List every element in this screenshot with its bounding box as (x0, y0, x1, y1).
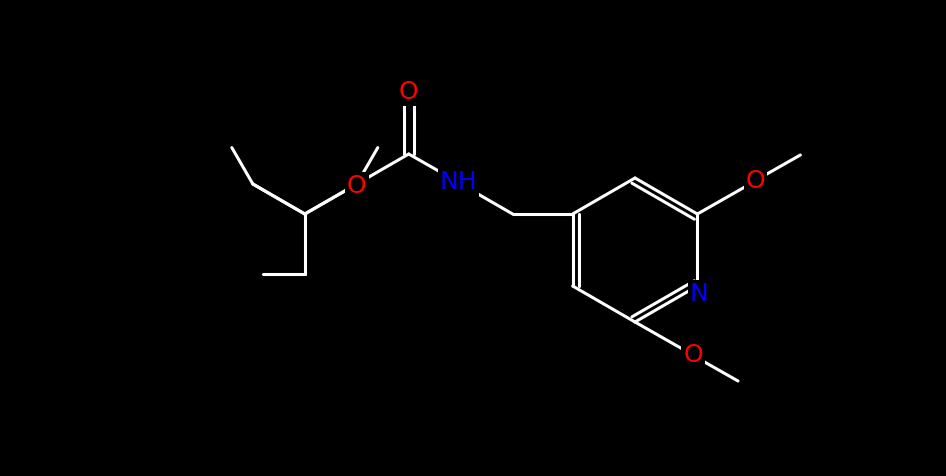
Text: O: O (745, 169, 765, 193)
Text: N: N (690, 282, 709, 306)
Text: NH: NH (440, 170, 478, 194)
Text: O: O (683, 343, 703, 367)
Text: O: O (347, 174, 366, 198)
Text: O: O (399, 80, 418, 104)
